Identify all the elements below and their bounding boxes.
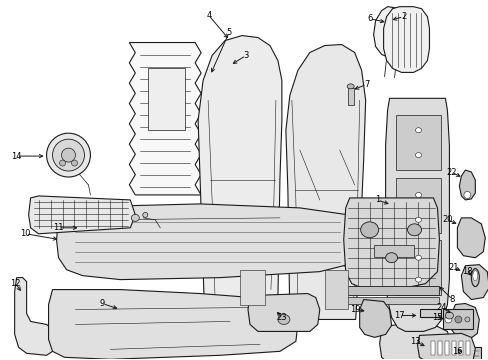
Polygon shape [343,285,439,294]
Polygon shape [371,200,391,238]
Ellipse shape [407,224,421,236]
Polygon shape [417,333,474,360]
Ellipse shape [445,312,452,319]
Polygon shape [379,323,450,360]
Bar [373,245,413,257]
Text: 4: 4 [206,11,211,20]
Bar [451,341,455,355]
Bar [445,341,448,355]
Text: 19: 19 [350,305,360,314]
Text: 7: 7 [363,80,368,89]
Ellipse shape [46,133,90,177]
Ellipse shape [470,269,478,287]
Ellipse shape [464,317,469,322]
Text: 11: 11 [53,223,63,232]
Text: 17: 17 [393,311,404,320]
Polygon shape [240,270,264,305]
Polygon shape [148,68,185,130]
Polygon shape [324,270,347,310]
Bar [395,115,441,170]
Text: 2: 2 [400,12,406,21]
Ellipse shape [277,315,289,324]
Bar [430,341,435,355]
Bar [458,341,463,355]
Bar [395,178,441,233]
Ellipse shape [415,277,421,282]
Text: 6: 6 [366,14,371,23]
Polygon shape [373,7,408,58]
Text: 14: 14 [11,152,22,161]
Ellipse shape [60,160,65,166]
Text: 18: 18 [461,267,472,276]
Text: 9: 9 [100,299,105,308]
Polygon shape [383,7,428,72]
Text: 20: 20 [441,215,452,224]
Polygon shape [461,265,488,300]
Ellipse shape [71,160,77,166]
Polygon shape [57,204,367,280]
Text: 1: 1 [374,195,380,204]
Bar [466,341,469,355]
Text: 21: 21 [447,263,458,272]
Text: 10: 10 [20,229,31,238]
Ellipse shape [472,271,477,280]
Text: 23: 23 [276,313,286,322]
Polygon shape [15,278,55,355]
Text: 15: 15 [431,313,442,322]
Text: 8: 8 [449,295,454,304]
Ellipse shape [346,84,353,89]
Text: 5: 5 [226,28,231,37]
Text: 16: 16 [451,347,462,356]
Text: 24: 24 [435,303,446,312]
Polygon shape [247,293,319,332]
Ellipse shape [360,222,378,238]
Bar [461,347,480,360]
Ellipse shape [415,255,421,260]
Ellipse shape [385,253,397,263]
Ellipse shape [463,192,470,198]
Ellipse shape [61,148,75,162]
Text: 13: 13 [409,337,420,346]
Ellipse shape [415,193,421,197]
Polygon shape [285,45,365,319]
Bar [395,240,441,294]
Ellipse shape [52,139,84,171]
Polygon shape [450,303,478,339]
Polygon shape [48,289,297,359]
Text: 22: 22 [445,167,456,176]
Bar [419,310,441,318]
Ellipse shape [444,316,451,323]
Ellipse shape [415,128,421,133]
Text: 3: 3 [243,51,248,60]
Polygon shape [347,88,353,105]
Bar [443,310,472,329]
Polygon shape [359,300,391,337]
Ellipse shape [415,217,421,222]
Polygon shape [343,297,439,303]
Ellipse shape [142,212,147,217]
Text: 12: 12 [10,279,21,288]
Bar [438,341,442,355]
Polygon shape [198,36,281,329]
Ellipse shape [131,214,139,221]
Polygon shape [385,98,448,332]
Polygon shape [458,170,474,200]
Polygon shape [29,196,135,234]
Ellipse shape [415,153,421,158]
Polygon shape [456,218,484,258]
Ellipse shape [454,316,461,323]
Polygon shape [343,198,439,289]
Polygon shape [129,42,201,195]
